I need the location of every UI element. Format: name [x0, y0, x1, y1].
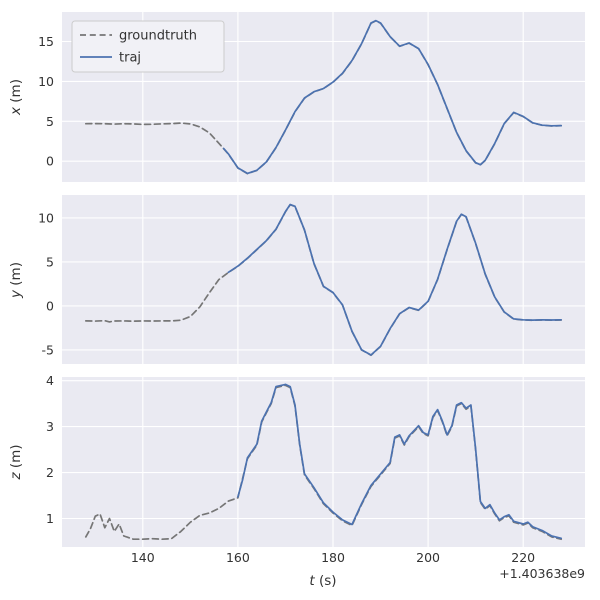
plot-background — [62, 377, 585, 547]
y-tick-label: 10 — [38, 210, 54, 225]
y-tick-label: -5 — [42, 342, 54, 357]
legend-label-groundtruth: groundtruth — [119, 29, 197, 44]
x-tick-label: 220 — [511, 550, 535, 565]
y-tick-label: 1 — [46, 511, 54, 526]
x-axis-offset: +1.403638e9 — [499, 566, 585, 581]
plots: 0 5 10 15 -5 0 5 10 1 2 3 4 140 160 180 200 220 — [38, 12, 585, 565]
line-traj — [227, 203, 563, 356]
xlabel: t (s) — [309, 573, 336, 589]
y-tick-label: 5 — [46, 254, 54, 269]
ylabel-z: z (m) — [8, 444, 24, 480]
y-tick-label: 3 — [46, 419, 54, 434]
ylabel-x: x (m) — [8, 79, 24, 116]
x-tick-label: 140 — [131, 550, 155, 565]
y-tick-label: 0 — [46, 298, 54, 313]
x-tick-label: 180 — [321, 550, 345, 565]
legend-label-traj: traj — [119, 51, 141, 66]
y-tick-label: 15 — [38, 34, 54, 49]
line-traj — [222, 19, 563, 175]
y-tick-label: 2 — [46, 465, 54, 480]
y-tick-label: 5 — [46, 114, 54, 129]
x-tick-label: 200 — [416, 550, 440, 565]
y-tick-label: 10 — [38, 74, 54, 89]
overlay: x (m) y (m) z (m) t (s) +1.403638e9 grou… — [8, 20, 585, 589]
y-tick-label: 0 — [46, 154, 54, 169]
ylabel-y: y (m) — [8, 262, 24, 299]
legend-box — [71, 20, 225, 73]
plot-background — [62, 195, 585, 364]
y-tick-label: 4 — [46, 373, 54, 388]
legend: groundtruth traj — [71, 20, 225, 73]
line-traj — [237, 383, 563, 540]
x-tick-label: 160 — [226, 550, 250, 565]
